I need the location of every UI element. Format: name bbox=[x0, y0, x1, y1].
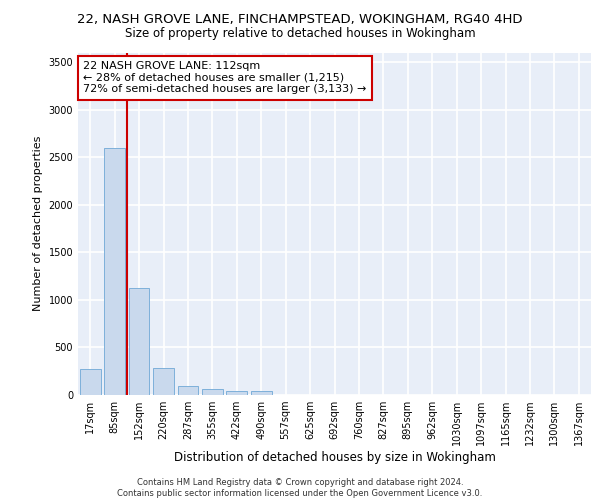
Text: 22, NASH GROVE LANE, FINCHAMPSTEAD, WOKINGHAM, RG40 4HD: 22, NASH GROVE LANE, FINCHAMPSTEAD, WOKI… bbox=[77, 12, 523, 26]
Y-axis label: Number of detached properties: Number of detached properties bbox=[33, 136, 43, 312]
Bar bbox=[251, 390, 272, 395]
Text: Size of property relative to detached houses in Wokingham: Size of property relative to detached ho… bbox=[125, 28, 475, 40]
Bar bbox=[178, 386, 199, 395]
Bar bbox=[104, 148, 125, 395]
Bar bbox=[226, 390, 247, 395]
Bar bbox=[153, 368, 174, 395]
Bar bbox=[80, 370, 101, 395]
Text: Contains HM Land Registry data © Crown copyright and database right 2024.
Contai: Contains HM Land Registry data © Crown c… bbox=[118, 478, 482, 498]
Text: 22 NASH GROVE LANE: 112sqm
← 28% of detached houses are smaller (1,215)
72% of s: 22 NASH GROVE LANE: 112sqm ← 28% of deta… bbox=[83, 61, 367, 94]
Bar bbox=[202, 390, 223, 395]
X-axis label: Distribution of detached houses by size in Wokingham: Distribution of detached houses by size … bbox=[173, 451, 496, 464]
Bar bbox=[128, 288, 149, 395]
